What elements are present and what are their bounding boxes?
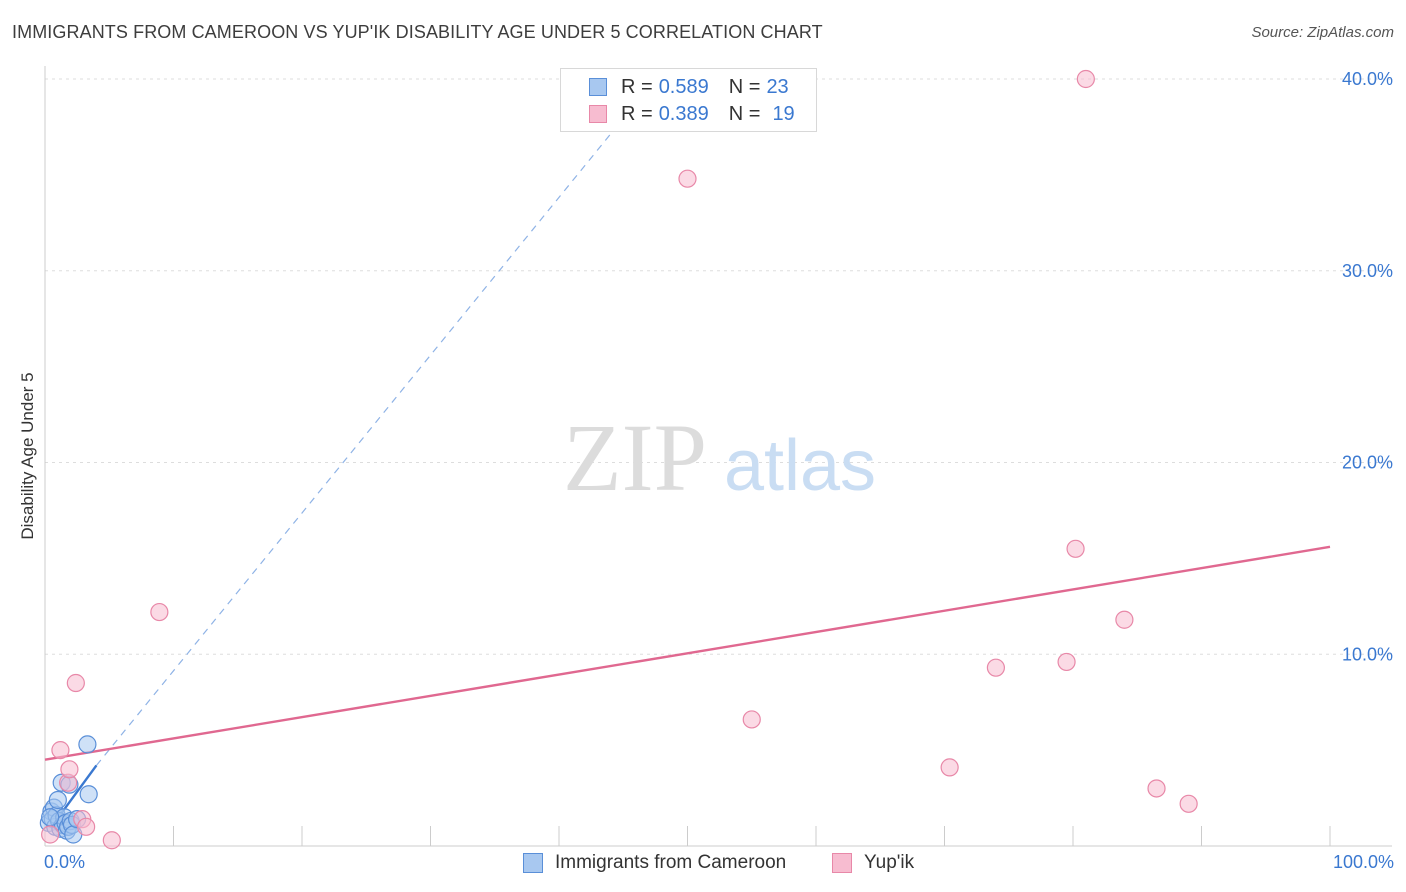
data-point-pink [1057, 652, 1076, 672]
series-legend: Immigrants from Cameroon Yup'ik [0, 852, 1406, 878]
legend-swatch-cameroon [523, 853, 543, 873]
legend-swatch-yupik [832, 853, 852, 873]
legend-swatch-cameroon [589, 78, 607, 96]
gridlines [45, 78, 1392, 655]
legend-r-value-yupik: 0.389 [658, 102, 709, 125]
data-point-pink [60, 760, 79, 779]
data-point-pink [940, 758, 959, 777]
legend-r-label: R = [621, 102, 653, 125]
watermark: ZIP atlas [563, 404, 876, 511]
y-tick-labels: 10.0% 20.0% 30.0% 40.0% [1342, 69, 1393, 664]
y-tick-label: 40.0% [1342, 69, 1393, 89]
data-point-pink [1076, 69, 1095, 89]
legend-r-label: R = [621, 75, 653, 98]
axes [44, 66, 1392, 847]
data-point-pink [1066, 539, 1085, 558]
legend-item-cameroon[interactable]: Immigrants from Cameroon [523, 852, 786, 874]
legend-row-yupik: R = 0.389 N = 19 [561, 101, 795, 127]
chart-title: IMMIGRANTS FROM CAMEROON VS YUP'IK DISAB… [12, 22, 823, 42]
legend-item-yupik[interactable]: Yup'ik [832, 852, 914, 874]
data-point-pink [742, 710, 761, 729]
data-point-pink [1179, 794, 1198, 813]
legend-row-cameroon: R = 0.589 N = 23 [561, 74, 789, 100]
trend-extension-blue [95, 78, 656, 766]
source-label: Source: ZipAtlas.com [1251, 24, 1394, 41]
data-point-blue [79, 785, 98, 804]
legend-r-value-cameroon: 0.589 [658, 75, 709, 98]
data-point-pink [1147, 779, 1166, 798]
legend-swatch-yupik [589, 105, 607, 123]
data-point-pink [66, 673, 85, 693]
data-point-blue [78, 735, 97, 754]
data-point-pink [41, 825, 60, 844]
x-tick-label-min: 0.0% [44, 852, 86, 872]
data-point-pink [102, 831, 121, 850]
y-tick-label: 10.0% [1342, 644, 1393, 664]
y-tick-label: 20.0% [1342, 453, 1393, 473]
legend-n-label: N = [728, 102, 761, 125]
legend-label-cameroon: Immigrants from Cameroon [555, 852, 787, 873]
data-point-pink [678, 169, 697, 188]
data-point-blue [41, 808, 60, 827]
data-point-pink [51, 741, 70, 760]
x-tick-label-max: 100.0% [1332, 852, 1394, 872]
data-point-pink [1115, 610, 1134, 629]
data-point-pink [77, 817, 96, 836]
data-point-pink [150, 602, 169, 622]
legend-n-label: N = [728, 75, 761, 98]
data-point-blue [48, 790, 67, 810]
trend-line-pink [44, 545, 1331, 761]
watermark-atlas: atlas [724, 426, 876, 506]
legend-label-yupik: Yup'ik [864, 852, 915, 873]
legend-n-value-yupik: 19 [772, 102, 795, 125]
data-points [39, 69, 1198, 850]
data-point-pink [986, 658, 1006, 677]
legend-n-value-cameroon: 23 [766, 75, 789, 98]
watermark-zip: ZIP [563, 404, 707, 511]
y-tick-label: 30.0% [1342, 261, 1393, 281]
stats-legend: R = 0.589 N = 23 R = 0.389 N = 19 [560, 68, 817, 132]
